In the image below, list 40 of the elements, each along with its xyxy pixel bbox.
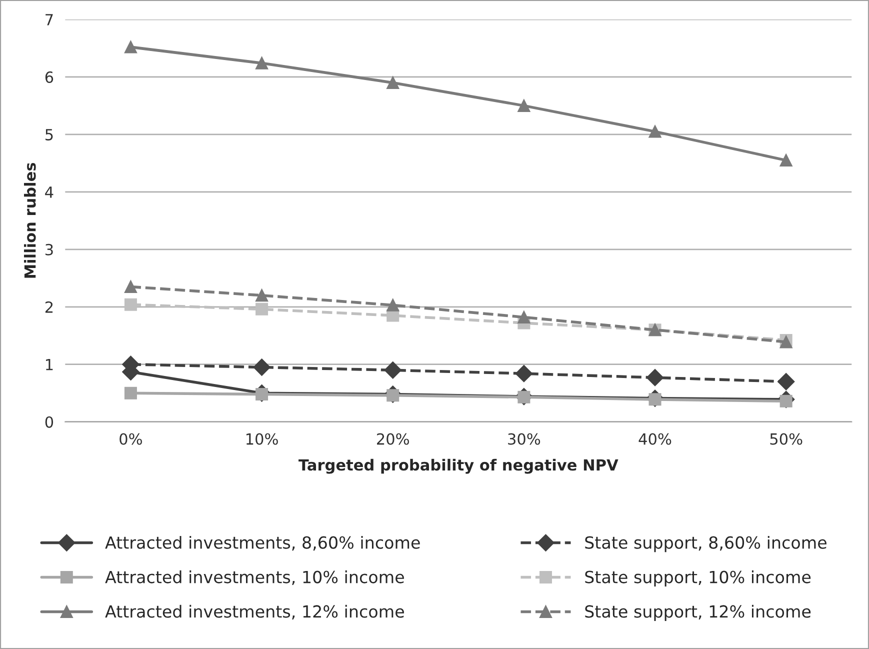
legend-label: Attracted investments, 12% income (105, 604, 404, 620)
point (780, 154, 792, 167)
y-tick-label: 3 (46, 244, 53, 256)
point (253, 358, 270, 376)
y-tick-label: 2 (45, 301, 53, 313)
x-axis-title: Targeted probability of negative NPV (298, 458, 618, 474)
y-tick-label: 7 (46, 14, 53, 26)
point (518, 310, 530, 324)
point (256, 56, 268, 70)
point (518, 99, 530, 112)
point (648, 125, 662, 138)
point (384, 362, 402, 379)
point (124, 280, 137, 294)
y-tick-label: 6 (45, 71, 54, 83)
legend-label: Attracted investments, 8,60% income (105, 536, 420, 551)
y-tick-label: 4 (45, 186, 54, 198)
point (256, 302, 268, 316)
legend-label: State support, 8,60% income (585, 536, 826, 552)
x-tick-label: 40% (638, 433, 672, 445)
y-axis-title: Million rubles (24, 162, 36, 278)
x-tick-label: 30% (508, 433, 540, 445)
y-tick-label: 5 (46, 129, 53, 140)
legend-label: State support, 10% income (585, 570, 811, 587)
x-tick-label: 20% (377, 433, 409, 445)
point (646, 369, 664, 386)
x-tick-label: 10% (246, 433, 278, 445)
y-tick-label: 0 (45, 416, 54, 428)
point (256, 289, 268, 302)
point (124, 386, 137, 400)
x-tick-label: 50% (770, 433, 802, 445)
legend-label: State support, 12% income (585, 604, 811, 622)
point (386, 298, 400, 312)
x-tick-label: 0% (120, 433, 142, 445)
point (386, 76, 400, 89)
point (124, 40, 137, 54)
point (124, 298, 137, 311)
point (778, 373, 795, 390)
point (515, 365, 532, 382)
y-tick-label: 1 (46, 359, 53, 370)
legend-label: Attracted investments, 10% income (105, 570, 404, 586)
